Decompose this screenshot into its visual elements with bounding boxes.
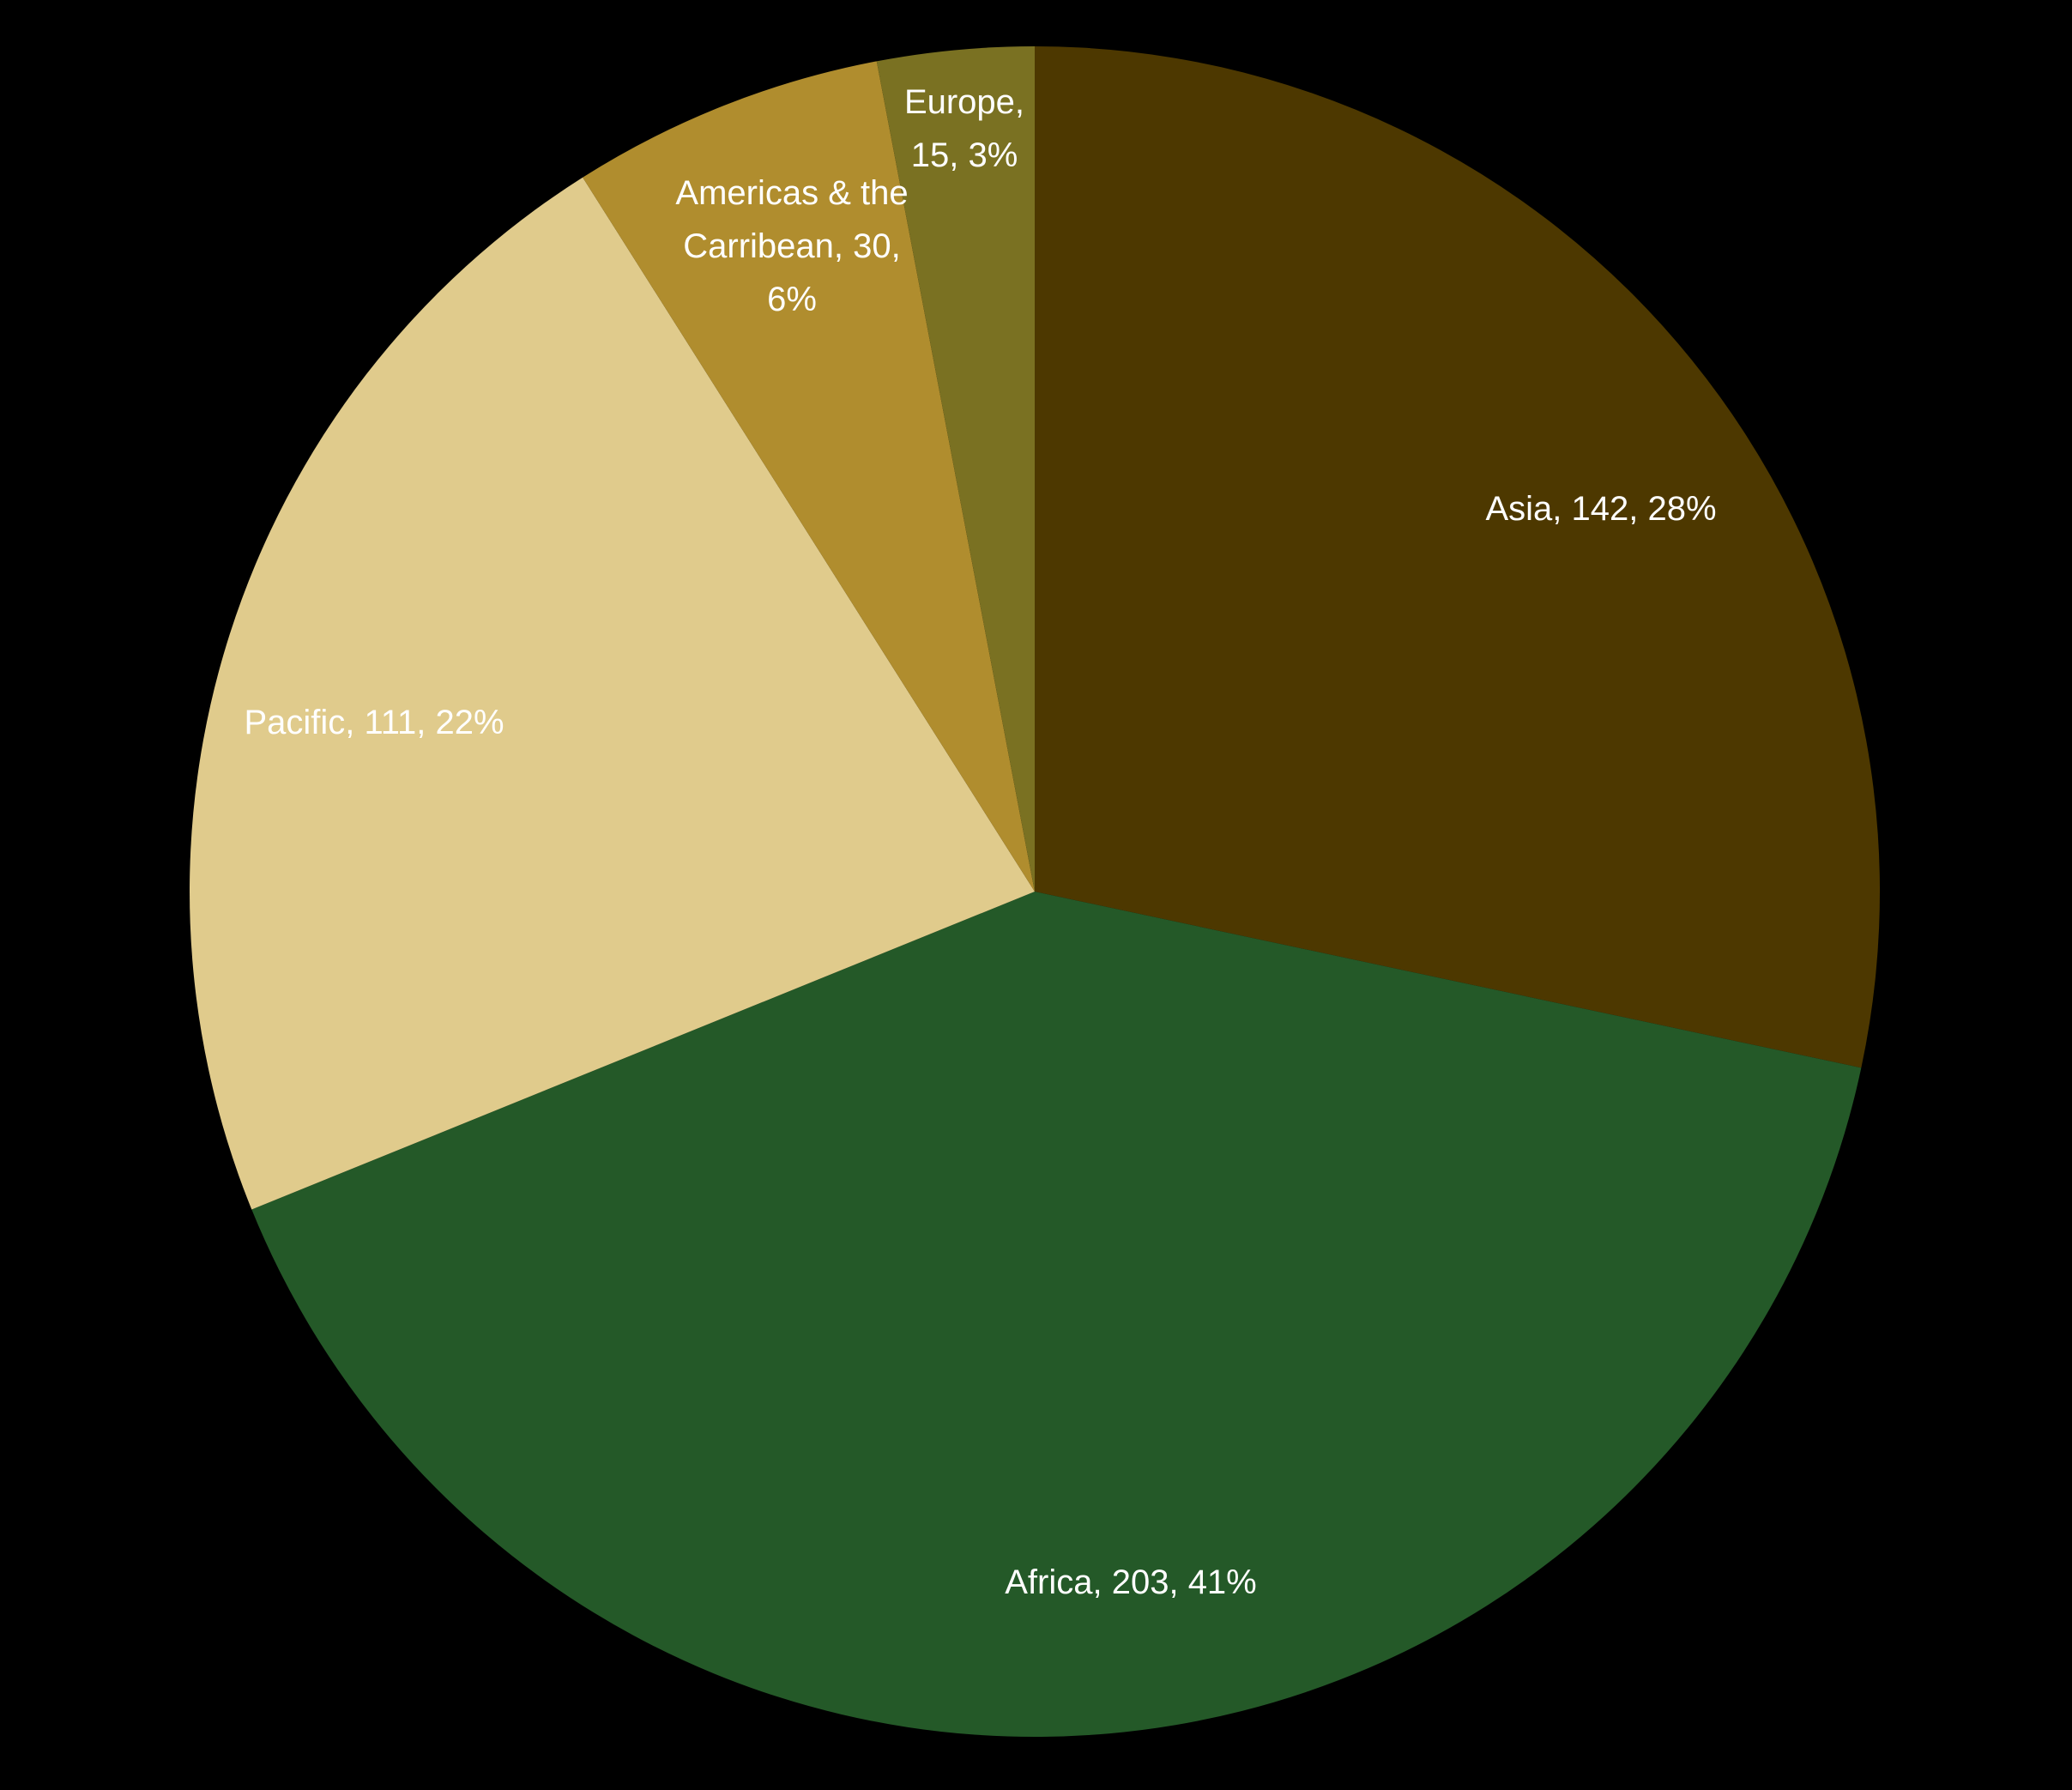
data-label-line: 6%	[767, 281, 817, 318]
pie-slice-americas-the-carribean	[583, 61, 1035, 892]
data-label-asia: Asia, 142, 28%	[1485, 490, 1716, 528]
pie-slice-asia	[1035, 46, 1881, 1068]
pie-slice-africa	[251, 892, 1862, 1738]
data-label-line: 15, 3%	[911, 136, 1018, 174]
data-label-africa: Africa, 203, 41%	[1005, 1563, 1257, 1601]
data-label-line: Asia, 142, 28%	[1485, 490, 1716, 528]
data-label-line: Pacific, 111, 22%	[244, 704, 504, 741]
pie-slice-europe	[876, 46, 1035, 892]
data-label-line: Carribean, 30,	[683, 227, 900, 265]
data-label-pacific: Pacific, 111, 22%	[244, 704, 504, 741]
data-label-americas-the-carribean: Americas & the Carribean, 30, 6%	[675, 174, 908, 318]
data-label-line: Africa, 203, 41%	[1005, 1563, 1257, 1601]
pie-slice-pacific	[189, 177, 1036, 1210]
data-label-line: Americas & the	[675, 174, 908, 212]
pie-slices	[189, 46, 1881, 1738]
data-label-europe: Europe, 15, 3%	[904, 83, 1024, 174]
pie-labels: Asia, 142, 28% Africa, 203, 41% Pacific, 1…	[244, 83, 1716, 1601]
data-label-line: Europe,	[904, 83, 1024, 121]
